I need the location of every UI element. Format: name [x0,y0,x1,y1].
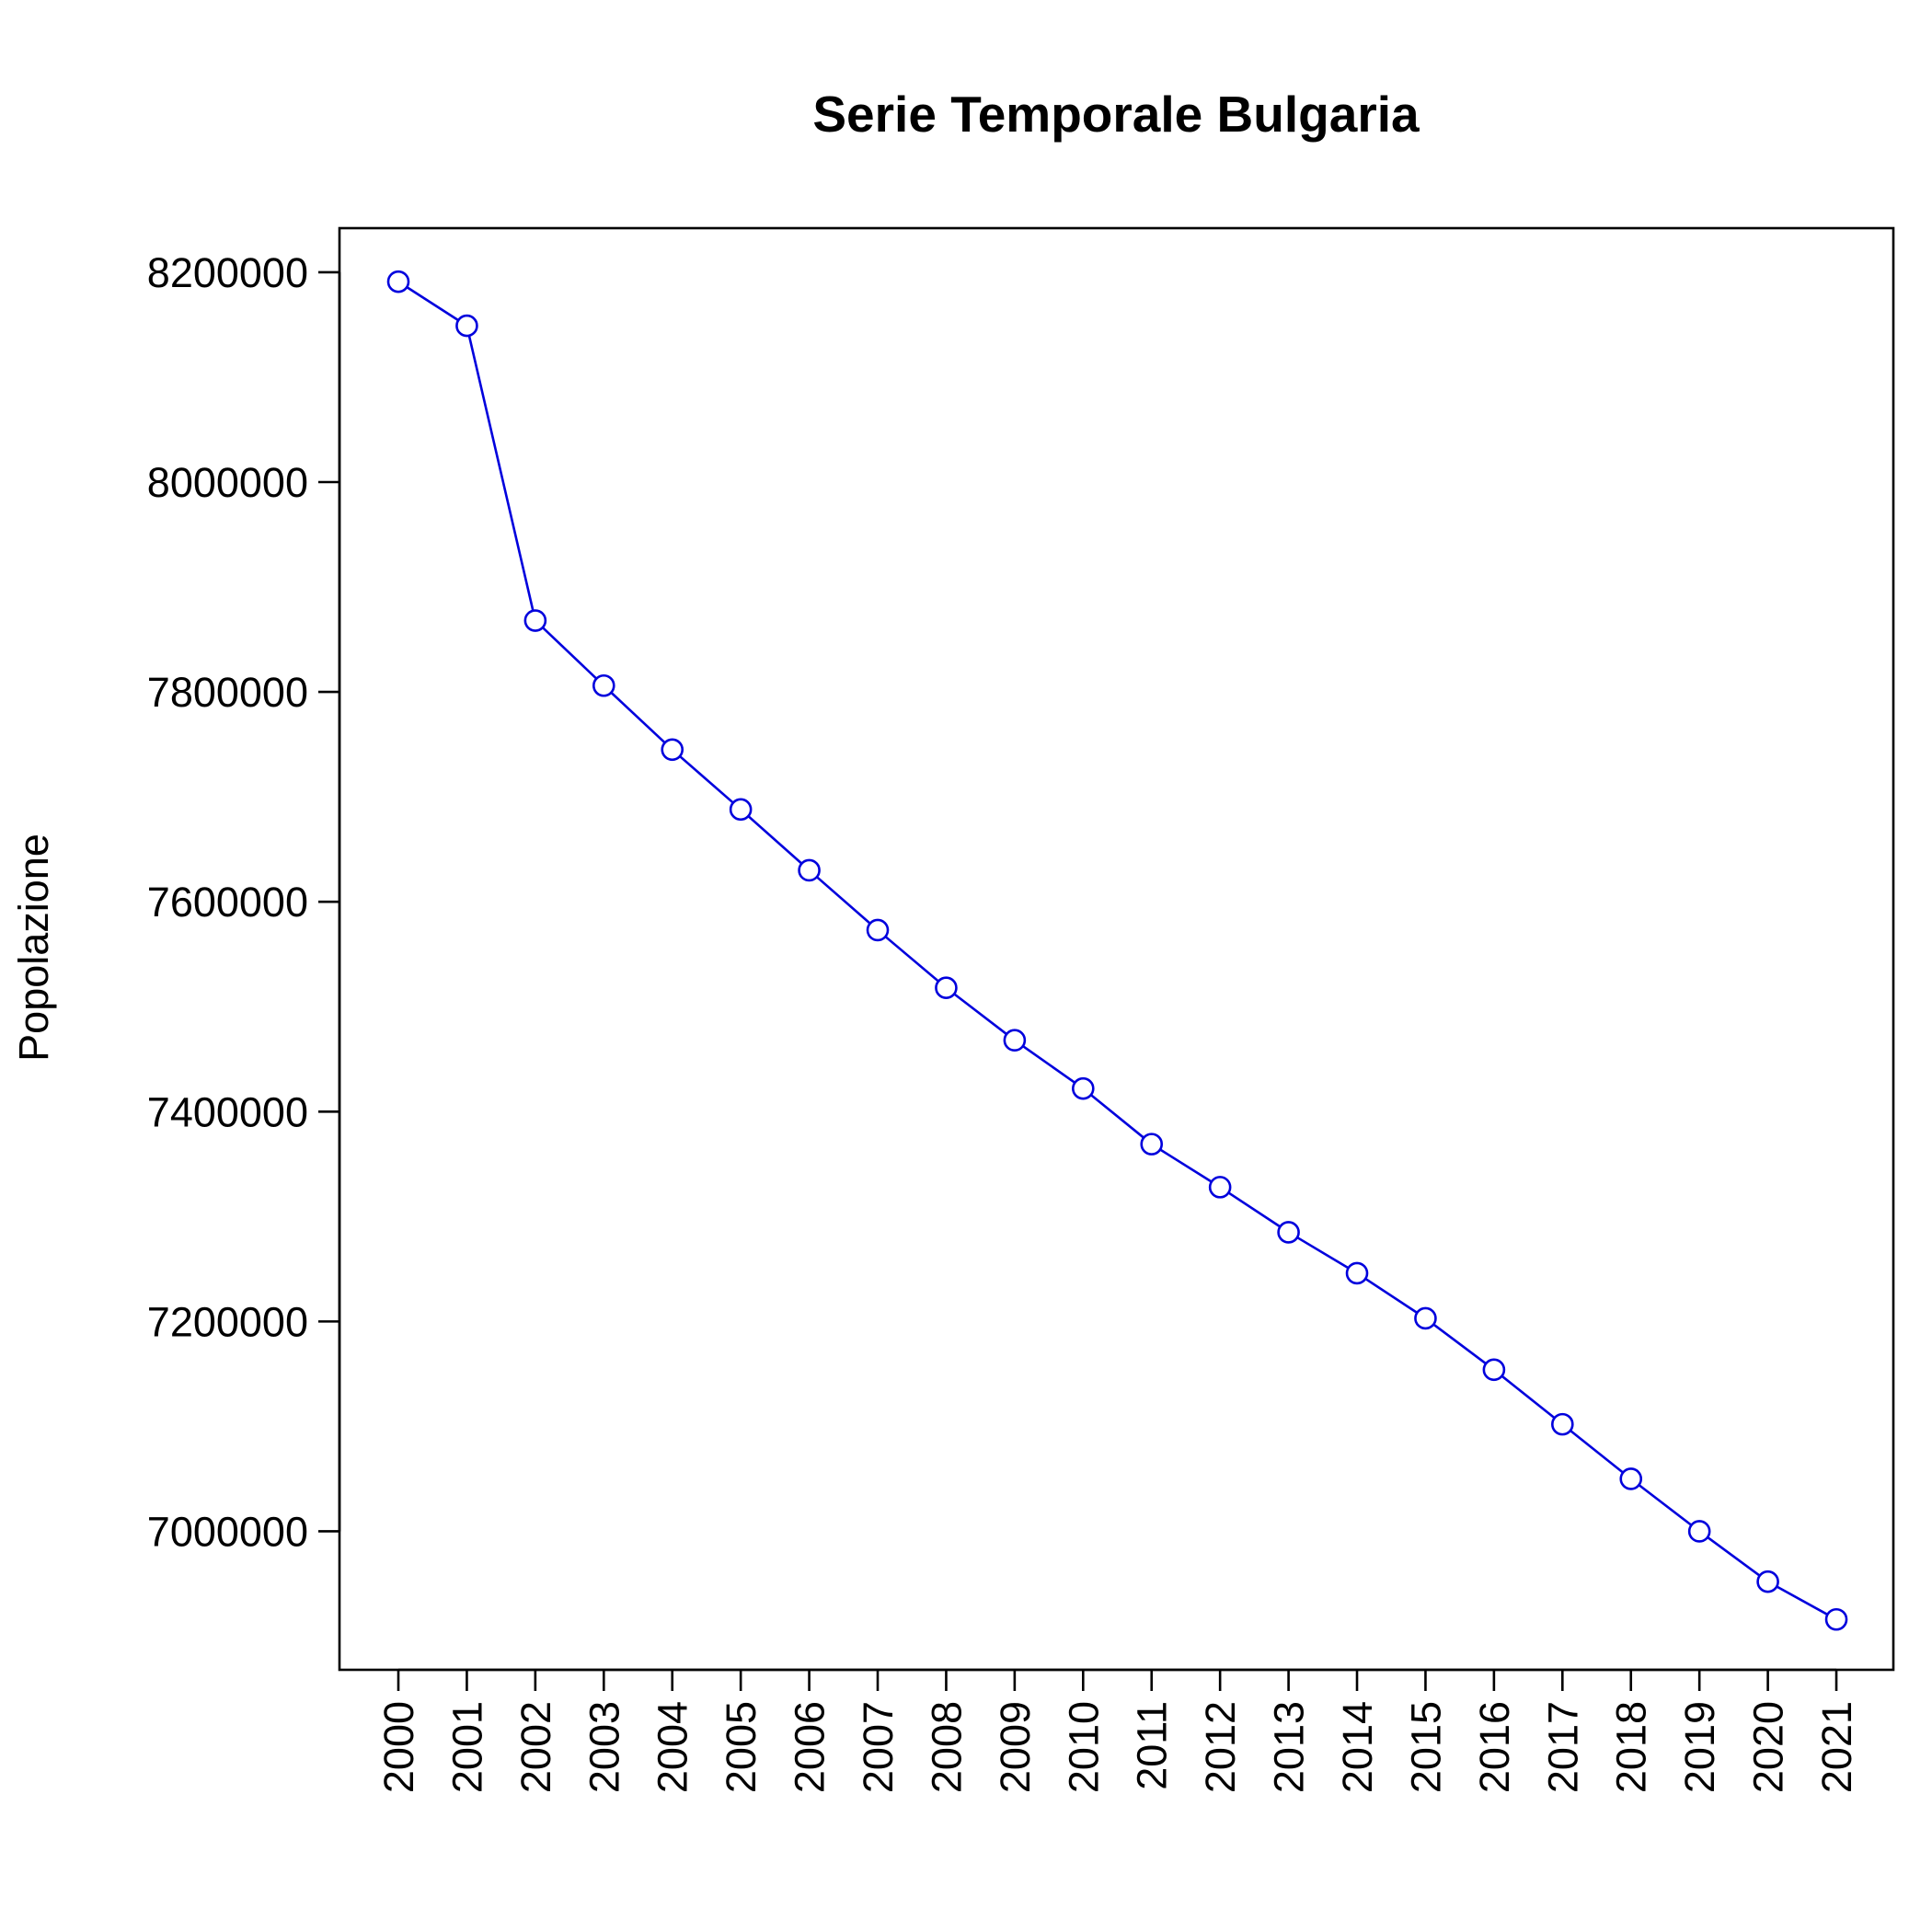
x-tick-label: 2017 [1539,1701,1586,1793]
x-tick-label: 2014 [1334,1701,1381,1793]
data-point [1277,1221,1300,1244]
data-point [1140,1133,1164,1156]
data-point [935,976,958,999]
x-tick-label: 2003 [581,1701,627,1793]
data-point [386,270,410,293]
x-tick-label: 2001 [443,1701,490,1793]
series-segment [953,993,1007,1036]
series-segment [1638,1484,1693,1526]
y-tick-label: 7000000 [147,1508,308,1555]
data-point [523,609,547,632]
data-point [1687,1520,1711,1543]
series-segment [1296,1236,1350,1270]
y-tick-label: 7800000 [147,669,308,716]
x-tick-label: 2008 [923,1701,970,1793]
x-tick-label: 2010 [1060,1701,1107,1793]
series-segment [747,815,803,865]
series-segment [1501,1374,1556,1420]
series-segment [467,335,535,612]
data-point [866,918,890,942]
data-point [592,673,615,697]
x-tick-label: 2005 [718,1701,765,1793]
plot-frame [338,226,1895,1672]
data-point [729,798,753,822]
data-point [1482,1358,1506,1382]
series-segment [1570,1429,1624,1474]
y-tick-label: 7400000 [147,1088,308,1135]
series-segment [1022,1044,1076,1084]
y-tick-label: 8200000 [147,249,308,296]
series-segment [1707,1535,1761,1577]
series-segment [1227,1191,1282,1228]
series-segment [406,286,459,322]
x-tick-label: 2006 [787,1701,834,1793]
x-tick-label: 2009 [992,1701,1039,1793]
x-tick-label: 2011 [1129,1701,1176,1790]
x-tick-label: 2004 [650,1701,696,1793]
x-tick-label: 2000 [375,1701,422,1793]
x-tick-label: 2015 [1402,1701,1449,1793]
data-point [1756,1570,1779,1593]
data-point [1208,1176,1232,1199]
series-layer [386,270,1848,1631]
x-axis: 2000 2001 2002 2003 2004 2005 2006 2007 2008 2009… [375,1668,1860,1793]
series-segment [1776,1585,1829,1616]
x-tick-label: 2016 [1471,1701,1518,1793]
y-tick-label: 7600000 [147,879,308,926]
series-segment [679,755,734,804]
series-segment [884,936,939,983]
data-point [455,314,478,338]
x-tick-label: 2013 [1266,1701,1313,1793]
data-point [1551,1412,1574,1436]
x-tick-label: 2012 [1197,1701,1244,1793]
data-point [661,738,684,762]
y-tick-label: 7200000 [147,1298,308,1345]
series-segment [1090,1094,1145,1139]
x-tick-label: 2002 [512,1701,559,1793]
series-segment [541,627,598,680]
y-axis: 7000000 7200000 7400000 7600000 7800000 80000… [147,249,341,1555]
data-point [798,858,821,882]
data-point [1072,1076,1095,1100]
data-point [1345,1261,1369,1285]
data-point [1619,1467,1643,1490]
x-tick-label: 2018 [1608,1701,1655,1793]
series-segment [610,691,666,744]
x-tick-label: 2020 [1745,1701,1792,1793]
data-point [1414,1306,1437,1330]
y-axis-label: Popolazione [10,834,57,1062]
data-point [1824,1607,1848,1631]
x-tick-label: 2007 [855,1701,902,1793]
series-segment [1159,1148,1213,1183]
x-tick-label: 2021 [1813,1701,1860,1793]
y-tick-label: 8000000 [147,459,308,506]
data-point [1003,1029,1027,1052]
series-segment [1432,1323,1487,1365]
x-tick-label: 2019 [1676,1701,1723,1793]
series-segment [816,876,871,925]
chart-title: Serie Temporale Bulgaria [812,86,1420,143]
series-segment [1364,1277,1418,1314]
